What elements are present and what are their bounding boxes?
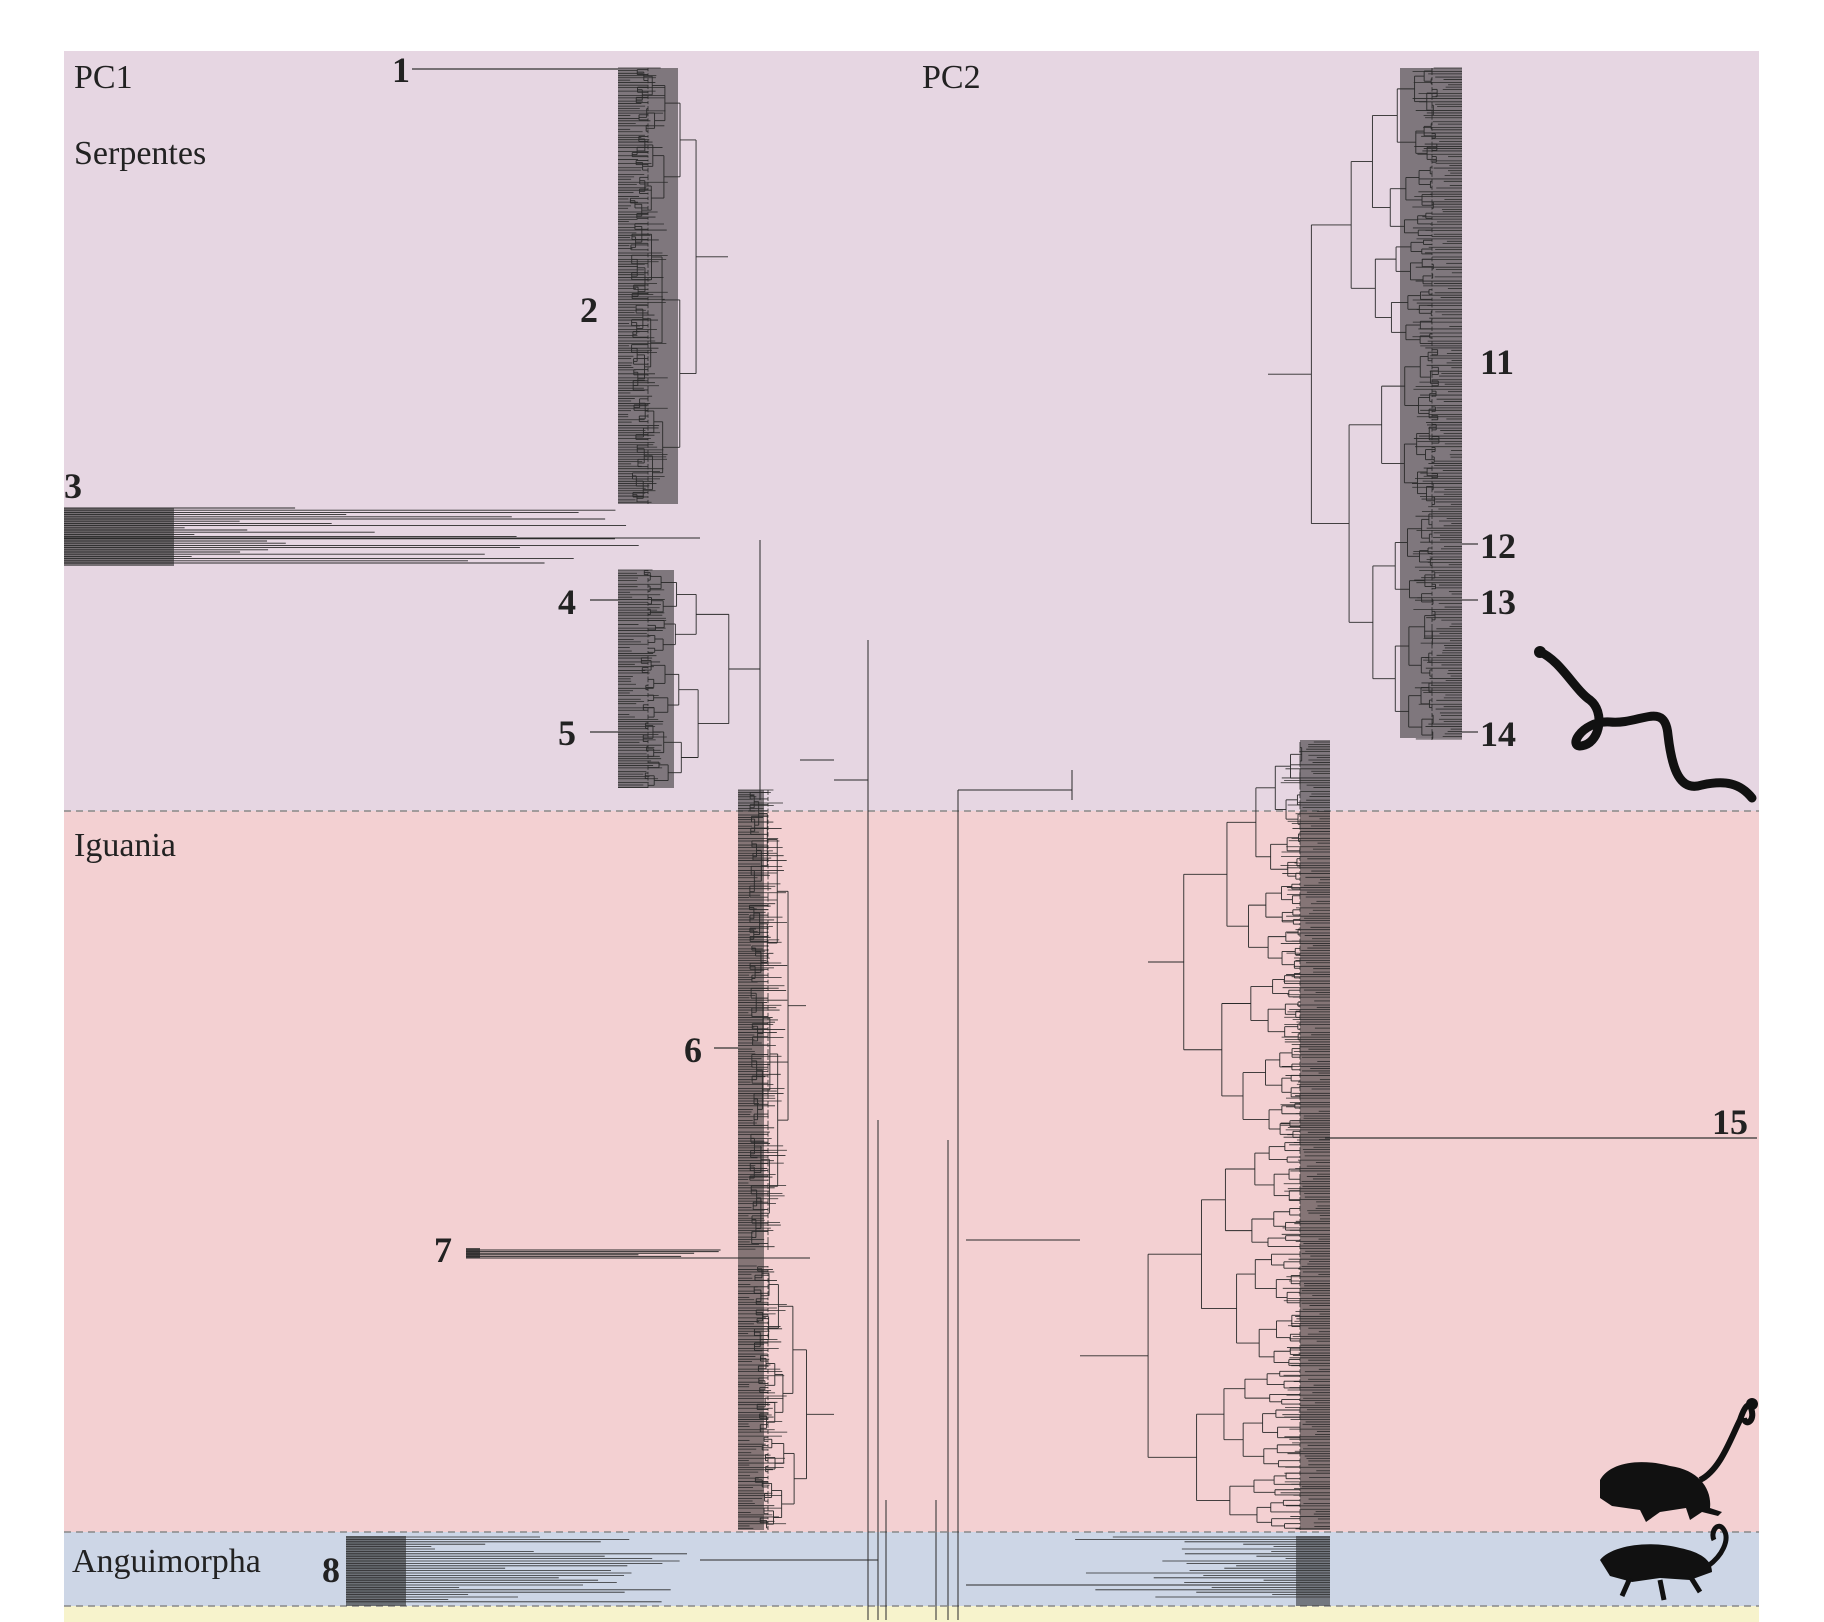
marker-7: 7 xyxy=(434,1230,452,1270)
gecko-silhouette-icon xyxy=(1600,1523,1729,1601)
tip-block xyxy=(64,508,174,566)
tip-block xyxy=(1300,740,1330,1530)
tip-block xyxy=(618,570,674,788)
clade-bands xyxy=(64,51,1759,1622)
marker-12: 12 xyxy=(1480,526,1516,566)
marker-4: 4 xyxy=(558,582,576,622)
tip-blocks xyxy=(64,68,1462,1606)
clade-label-serpentes: Serpentes xyxy=(74,135,206,172)
marker-14: 14 xyxy=(1480,714,1516,754)
marker-8: 8 xyxy=(322,1550,340,1590)
marker-2: 2 xyxy=(580,290,598,330)
band-anguimorpha xyxy=(64,1532,1759,1606)
chameleon-silhouette-icon xyxy=(1600,1398,1758,1522)
marker-15: 15 xyxy=(1712,1102,1748,1142)
clade-label-anguimorpha: Anguimorpha xyxy=(72,1543,261,1580)
tip-block xyxy=(346,1536,406,1606)
marker-6: 6 xyxy=(684,1030,702,1070)
band-serpentes xyxy=(64,51,1759,811)
band-iguania xyxy=(64,811,1759,1532)
marker-5: 5 xyxy=(558,713,576,753)
clade-label-iguania: Iguania xyxy=(74,827,176,864)
snake-silhouette-icon xyxy=(1534,646,1757,803)
marker-11: 11 xyxy=(1480,342,1514,382)
tip-block xyxy=(1296,1536,1330,1606)
band-next-clade xyxy=(64,1606,1759,1622)
marker-leaders xyxy=(412,68,1757,1139)
tip-block xyxy=(466,1248,480,1258)
panel-label-pc2: PC2 xyxy=(922,59,981,96)
tip-block xyxy=(618,68,678,504)
marker-1: 1 xyxy=(392,50,410,90)
tip-block xyxy=(1400,68,1462,738)
panel-label-pc1: PC1 xyxy=(74,59,133,96)
marker-13: 13 xyxy=(1480,582,1516,622)
marker-3: 3 xyxy=(64,466,82,506)
tip-block xyxy=(738,790,764,1530)
